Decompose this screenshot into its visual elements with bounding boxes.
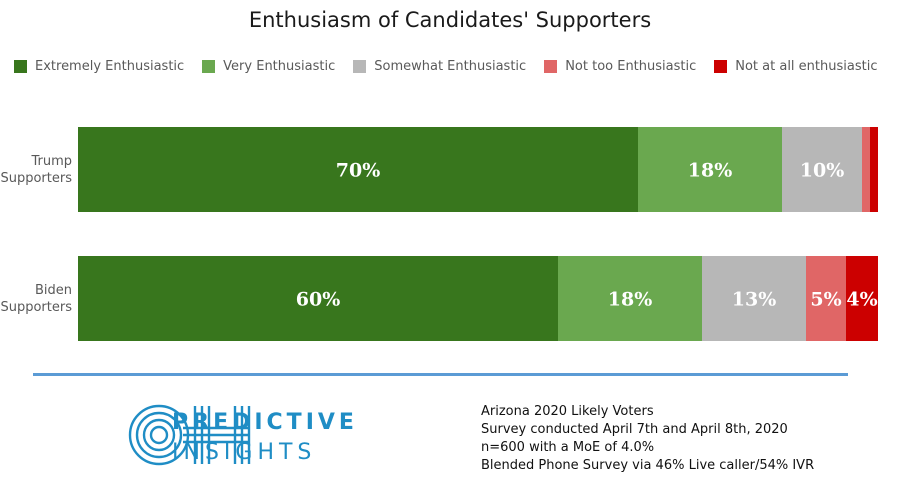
survey-notes: Arizona 2020 Likely Voters Survey conduc… — [481, 403, 814, 475]
bar-segment — [78, 256, 558, 341]
bar-segment — [870, 127, 878, 212]
bar-segment — [78, 127, 638, 212]
chart-legend: Extremely Enthusiastic Very Enthusiastic S… — [14, 57, 895, 75]
survey-note: Survey conducted April 7th and April 8th… — [481, 422, 788, 437]
bar-segment — [638, 127, 782, 212]
stacked-bar-chart: 70% 18% 10% 60% 18% 13% 5% 4% — [78, 127, 878, 341]
brand-name-bottom: INSIGHTS — [172, 440, 317, 465]
bar-segment — [862, 127, 870, 212]
legend-item: Not at all enthusiastic — [714, 59, 877, 74]
legend-label: Somewhat Enthusiastic — [374, 58, 527, 74]
legend-item: Extremely Enthusiastic — [14, 59, 184, 74]
data-label: 10% — [800, 160, 845, 182]
chart-title: Enthusiasm of Candidates' Supporters — [248, 8, 652, 32]
data-label: 70% — [336, 160, 381, 182]
data-label: 5% — [810, 289, 841, 311]
legend-item: Not too Enthusiastic — [544, 59, 696, 74]
legend-swatch — [353, 59, 367, 73]
bar-segment — [782, 127, 862, 212]
bar-segment — [846, 256, 878, 341]
legend-item: Somewhat Enthusiastic — [353, 59, 526, 74]
legend-label: Not at all enthusiastic — [735, 58, 878, 74]
survey-note: n=600 with a MoE of 4.0% — [481, 440, 655, 455]
legend-swatch — [714, 59, 728, 73]
legend-label: Not too Enthusiastic — [565, 58, 697, 74]
category-label: Biden Supporters — [0, 282, 72, 315]
data-label: 18% — [608, 289, 653, 311]
legend-label: Extremely Enthusiastic — [35, 58, 185, 74]
category-label: Trump Supporters — [0, 153, 72, 186]
data-label: 13% — [732, 289, 777, 311]
survey-note: Arizona 2020 Likely Voters — [481, 404, 654, 419]
data-label: 60% — [296, 289, 341, 311]
data-label: 4% — [846, 289, 877, 311]
oh-logo-icon — [128, 404, 251, 466]
legend-swatch — [14, 59, 27, 73]
footer-divider — [33, 373, 848, 376]
brand-name-top: PREDICTIVE — [172, 410, 358, 435]
bar-segment — [702, 256, 806, 341]
data-label: 18% — [688, 160, 733, 182]
survey-note: Blended Phone Survey via 46% Live caller… — [481, 458, 815, 473]
legend-swatch — [544, 59, 558, 73]
legend-item: Very Enthusiastic — [202, 59, 335, 74]
bar-segment — [806, 256, 846, 341]
legend-swatch — [202, 59, 216, 73]
bar-segment — [558, 256, 702, 341]
legend-label: Very Enthusiastic — [223, 58, 336, 74]
